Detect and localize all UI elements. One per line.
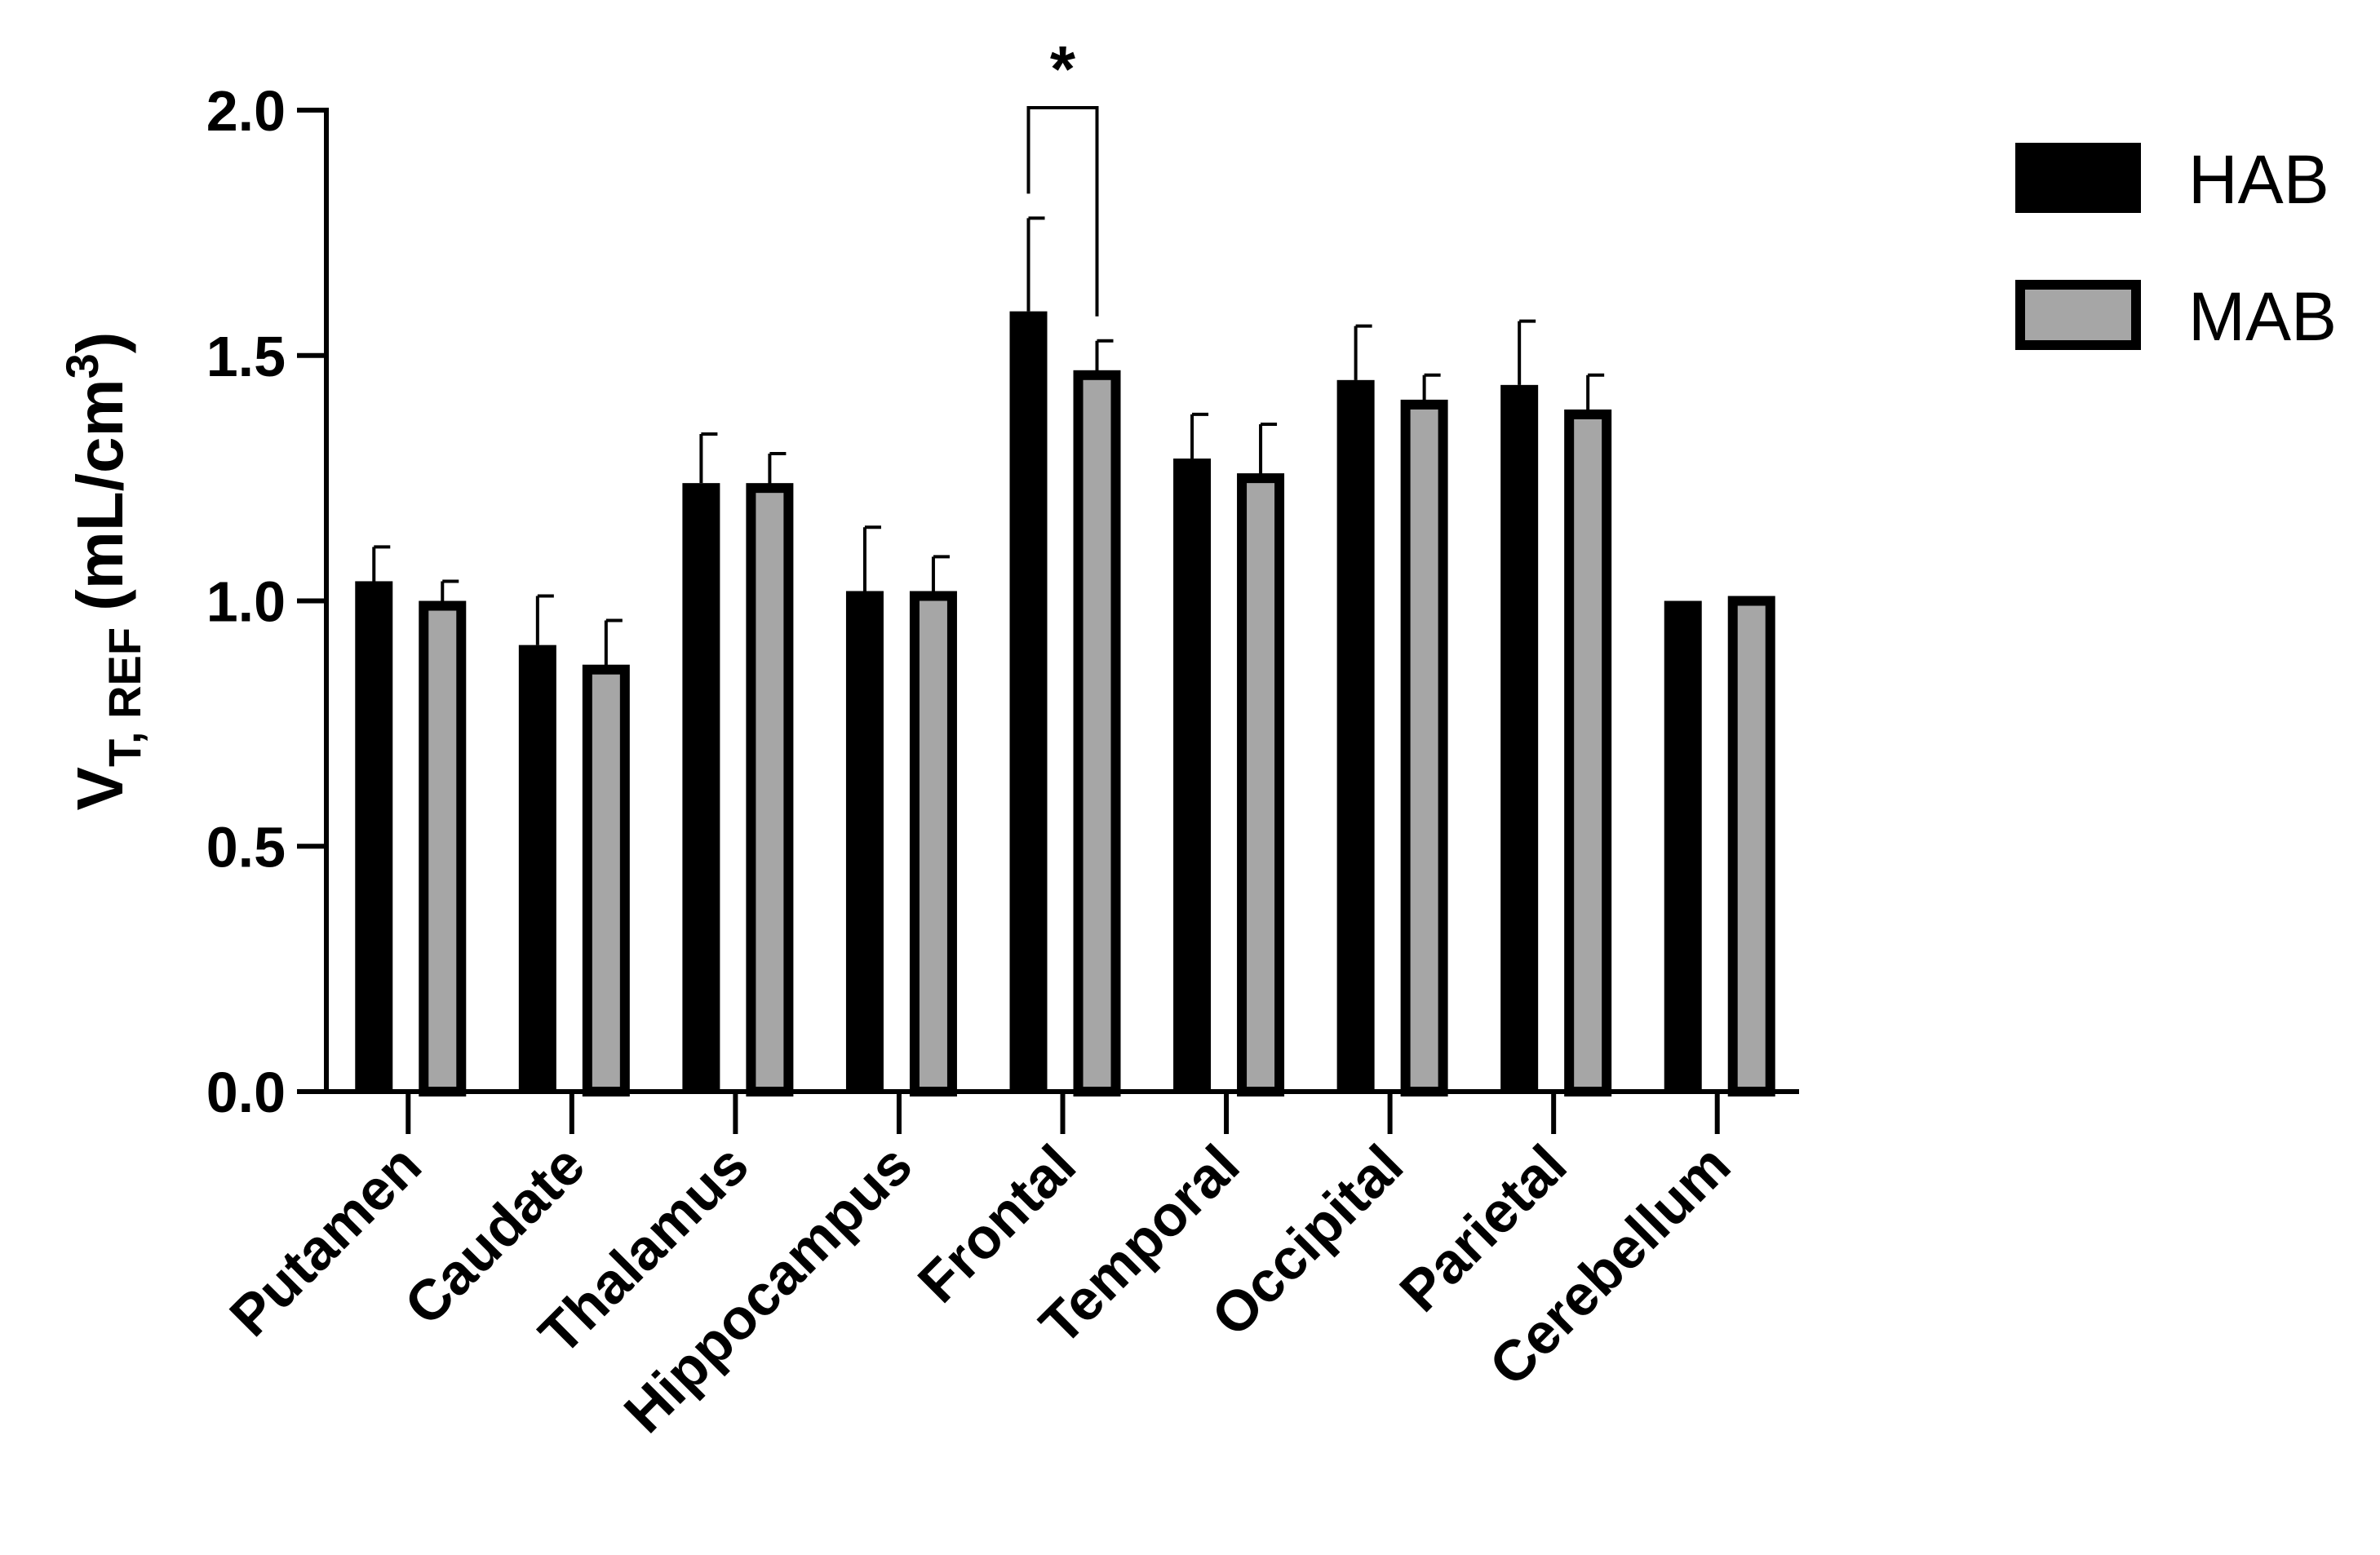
error-bar-mab [604, 618, 623, 670]
bar-mab [1237, 473, 1285, 1096]
bar-mab [1564, 409, 1612, 1096]
y-tick-label: 0.5 [206, 815, 286, 879]
error-bar-mab [441, 579, 459, 606]
error-bar-mab [931, 555, 950, 596]
legend-swatch-mab [2015, 280, 2141, 350]
error-bar-hab [1518, 319, 1536, 385]
y-axis-label: VT, REF(mL/cm3) [56, 332, 150, 811]
bar-hab [1500, 384, 1539, 1092]
bar-hab [1336, 379, 1375, 1092]
error-bar-hab [1354, 324, 1372, 380]
error-bar-hab [1026, 216, 1045, 312]
bar-mab [1400, 399, 1448, 1096]
error-bar-mab [1095, 339, 1114, 375]
significance-annotation: * [1026, 33, 1099, 317]
bar-mab [746, 483, 794, 1096]
error-bar-hab [372, 545, 391, 582]
y-tick-label: 2.0 [206, 79, 286, 143]
legend: HAB MAB [2015, 141, 2337, 355]
bar-mab [419, 600, 467, 1096]
error-bar-hab [1190, 412, 1209, 459]
x-tick-label: Hippocampus [612, 1132, 924, 1444]
significance-bracket [1026, 106, 1099, 317]
axes [297, 108, 1799, 1134]
bar-hab [1173, 459, 1212, 1092]
y-tick-label: 1.0 [206, 570, 286, 634]
bar-mab [582, 664, 630, 1096]
legend-label-hab: HAB [2188, 141, 2329, 218]
legend-swatch-hab [2015, 143, 2141, 213]
bar-mab [1727, 596, 1775, 1096]
x-tick-labels: PutamenCaudateThalamusHippocampusFrontal… [218, 1132, 1743, 1444]
bar-hab [1664, 600, 1702, 1092]
significance-star: * [1050, 33, 1076, 105]
y-tick-labels: 0.0 0.5 1.0 1.5 2.0 [206, 79, 286, 1124]
error-bar-hab [699, 432, 718, 484]
error-bar-hab [862, 525, 881, 591]
bar-mab [909, 591, 957, 1096]
error-bar-mab [1586, 373, 1605, 414]
error-bar-hab [535, 594, 554, 645]
bar-mab [1073, 370, 1121, 1096]
error-bar-mab [1259, 422, 1278, 479]
error-bar-mab [1422, 373, 1441, 405]
bar-hab [355, 581, 393, 1092]
bar-hab [682, 483, 720, 1092]
x-tick-label: Putamen [218, 1132, 433, 1348]
bar-hab [845, 591, 884, 1092]
y-tick-label: 1.5 [206, 325, 286, 388]
bars [355, 311, 1775, 1096]
error-bar-mab [768, 452, 787, 489]
legend-label-mab: MAB [2188, 278, 2337, 355]
bar-hab [1009, 311, 1048, 1092]
y-tick-label: 0.0 [206, 1061, 286, 1124]
bar-hab [518, 645, 556, 1092]
error-bars [372, 216, 1605, 670]
